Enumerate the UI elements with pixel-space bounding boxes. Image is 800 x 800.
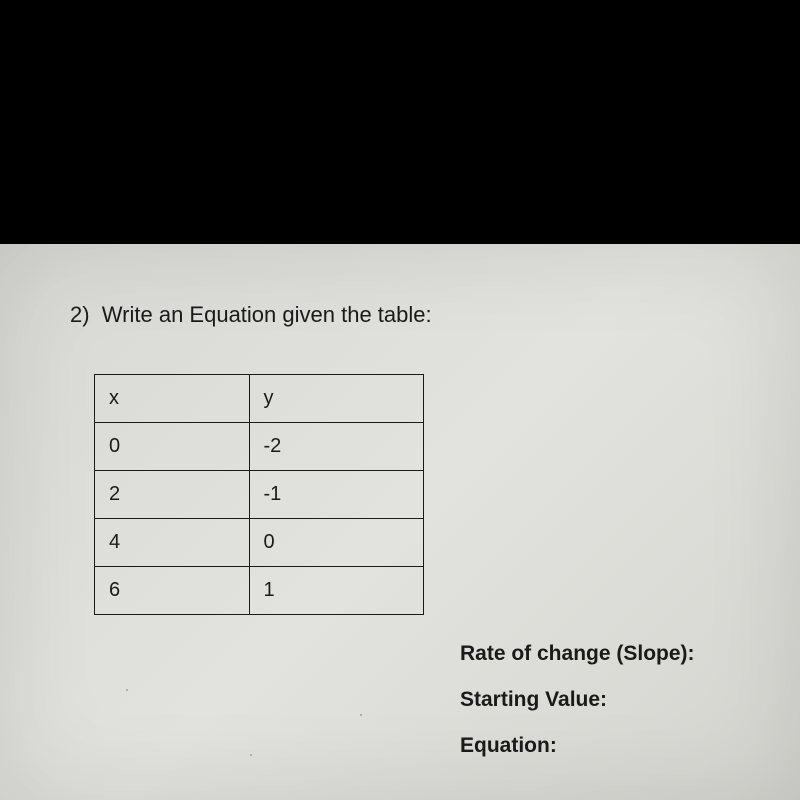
question-prompt: 2) Write an Equation given the table: bbox=[70, 302, 432, 328]
paper-speck bbox=[360, 714, 362, 716]
xy-table: x y 0 -2 2 -1 4 0 6 1 bbox=[94, 374, 424, 615]
label-slope: Rate of change (Slope): bbox=[460, 642, 695, 666]
paper-speck bbox=[250, 754, 252, 756]
cell-y-1: -1 bbox=[249, 471, 423, 519]
cell-y-0: -2 bbox=[249, 423, 423, 471]
table-row: 4 0 bbox=[95, 519, 424, 567]
label-starting-value: Starting Value: bbox=[460, 688, 695, 712]
header-y: y bbox=[249, 375, 423, 423]
question-text: Write an Equation given the table: bbox=[102, 302, 432, 327]
cell-y-2: 0 bbox=[249, 519, 423, 567]
cell-x-1: 2 bbox=[95, 471, 250, 519]
paper-speck bbox=[126, 689, 128, 691]
table-row: 0 -2 bbox=[95, 423, 424, 471]
table-row: 2 -1 bbox=[95, 471, 424, 519]
cell-x-0: 0 bbox=[95, 423, 250, 471]
cell-y-3: 1 bbox=[249, 567, 423, 615]
worksheet-paper: 2) Write an Equation given the table: x … bbox=[0, 244, 800, 800]
cell-x-3: 6 bbox=[95, 567, 250, 615]
cell-x-2: 4 bbox=[95, 519, 250, 567]
answer-labels: Rate of change (Slope): Starting Value: … bbox=[460, 642, 695, 780]
table-row: x y bbox=[95, 375, 424, 423]
question-number: 2) bbox=[70, 302, 90, 327]
header-x: x bbox=[95, 375, 250, 423]
table-row: 6 1 bbox=[95, 567, 424, 615]
label-equation: Equation: bbox=[460, 734, 695, 758]
